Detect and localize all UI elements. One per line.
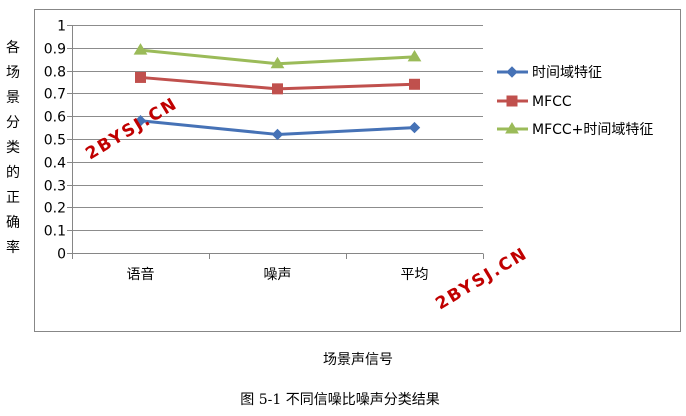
- y-tick-label: 0.5: [44, 133, 66, 149]
- y-axis-title-char: 类: [6, 140, 20, 156]
- y-tick-label: 0: [57, 247, 66, 263]
- y-axis-title-char: 率: [6, 239, 20, 256]
- y-tick-label: 0.3: [44, 179, 66, 195]
- legend-item: MFCC: [497, 94, 572, 110]
- data-point: [272, 83, 283, 95]
- y-tick-label: 0.1: [44, 224, 66, 240]
- x-axis-title: 场景声信号: [323, 352, 393, 368]
- x-category-label: 平均: [401, 267, 429, 283]
- y-axis-title-char: 分: [6, 115, 20, 131]
- series-lines: [133, 43, 422, 141]
- y-tick-label: 0.4: [44, 156, 66, 172]
- legend-swatch-marker: [506, 66, 518, 78]
- y-axis-title-char: 正: [6, 190, 20, 206]
- data-point: [270, 56, 285, 69]
- data-point: [407, 49, 422, 62]
- x-category-labels: 语音 噪声 平均: [127, 266, 429, 283]
- y-axis-title-char: 景: [6, 90, 20, 106]
- y-axis-title-char: 的: [6, 165, 20, 181]
- series-2: [133, 43, 422, 69]
- series-1: [135, 71, 420, 95]
- figure-caption: 图 5-1 不同信噪比噪声分类结果: [240, 392, 439, 408]
- y-axis-title-char: 确: [6, 215, 20, 231]
- axes: [67, 25, 484, 259]
- y-axis-title-char: 各: [6, 40, 20, 56]
- legend-label: MFCC: [532, 94, 572, 110]
- y-tick-label: 1: [57, 19, 66, 35]
- legend-item: 时间域特征: [497, 65, 602, 81]
- data-point: [134, 115, 147, 127]
- data-point: [408, 121, 421, 134]
- legend-item: MFCC+时间域特征: [497, 122, 653, 138]
- y-tick-label: 0.8: [44, 65, 66, 81]
- legend-swatch-marker: [505, 122, 519, 134]
- x-category-label: 语音: [127, 266, 155, 283]
- legend-label: MFCC+时间域特征: [532, 122, 653, 138]
- chart-frame: [34, 9, 681, 332]
- data-point: [135, 71, 146, 83]
- y-axis-title-char: 场: [6, 65, 20, 81]
- legend-label: 时间域特征: [532, 65, 602, 81]
- y-tick-labels: 0 0.1 0.2 0.3 0.4 0.5 0.6 0.7 0.8 0.9 1: [44, 19, 66, 263]
- x-category-label: 噪声: [264, 267, 292, 283]
- y-tick-label: 0.9: [44, 42, 66, 58]
- y-tick-label: 0.7: [44, 87, 66, 103]
- legend: 时间域特征 MFCC MFCC+时间域特征: [497, 65, 653, 138]
- data-point: [133, 43, 148, 55]
- data-point: [409, 78, 420, 90]
- y-tick-label: 0.6: [44, 110, 66, 126]
- legend-swatch-marker: [506, 95, 518, 107]
- series-0: [134, 115, 421, 141]
- y-tick-label: 0.2: [44, 201, 66, 217]
- data-point: [271, 128, 284, 141]
